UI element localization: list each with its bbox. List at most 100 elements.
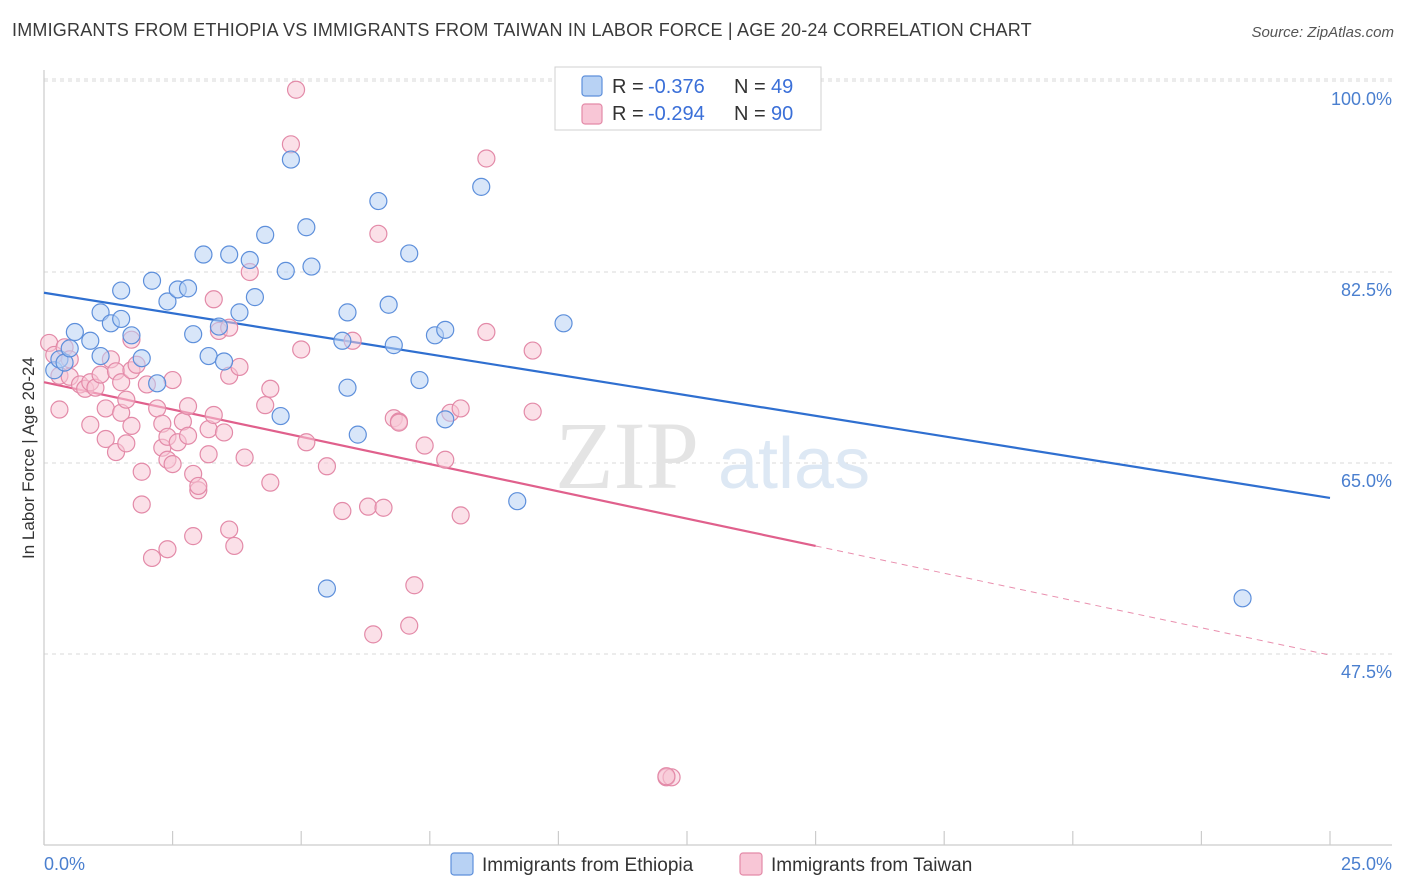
bottom-legend-swatch-taiwan — [739, 852, 763, 876]
point-taiwan — [256, 396, 275, 415]
point-taiwan — [163, 370, 182, 390]
point-ethiopia — [178, 279, 198, 298]
point-taiwan — [220, 520, 239, 539]
point-ethiopia — [220, 245, 239, 264]
point-ethiopia — [348, 425, 367, 444]
point-taiwan — [81, 415, 100, 434]
point-taiwan — [204, 405, 223, 425]
point-taiwan — [261, 379, 280, 398]
point-ethiopia — [148, 374, 167, 393]
point-taiwan — [317, 457, 337, 476]
legend-box: R = -0.376 N = 49 R = -0.294 N = 90 — [554, 66, 822, 131]
point-ethiopia — [60, 339, 79, 358]
point-ethiopia — [302, 257, 321, 276]
point-ethiopia — [338, 303, 357, 322]
point-taiwan — [178, 397, 198, 416]
legend-n-value-taiwan: 90 — [771, 103, 793, 125]
point-taiwan — [230, 357, 249, 377]
point-taiwan — [178, 426, 198, 445]
point-ethiopia — [436, 410, 455, 429]
bottom-legend-label-taiwan: Immigrants from Taiwan — [771, 855, 972, 876]
point-taiwan — [405, 576, 424, 595]
point-taiwan — [364, 625, 383, 644]
point-taiwan — [333, 501, 352, 521]
point-ethiopia — [209, 317, 228, 336]
y-tick-label: 82.5% — [1341, 280, 1392, 300]
legend-n-label-ethiopia: N = — [734, 76, 766, 98]
point-taiwan — [261, 473, 280, 492]
point-ethiopia — [91, 346, 110, 366]
point-taiwan — [117, 434, 136, 453]
x-tick-label-min: 0.0% — [44, 854, 85, 874]
x-tick-label-max: 25.0% — [1341, 854, 1392, 874]
point-taiwan — [199, 445, 218, 464]
point-ethiopia — [410, 370, 429, 390]
point-taiwan — [281, 135, 301, 154]
point-taiwan — [657, 767, 676, 786]
legend-r-label-ethiopia: R = — [612, 76, 644, 98]
point-taiwan — [50, 400, 69, 419]
point-ethiopia — [472, 177, 491, 196]
point-ethiopia — [271, 406, 290, 426]
point-ethiopia — [554, 314, 573, 333]
point-ethiopia — [142, 271, 162, 290]
point-taiwan — [158, 540, 177, 559]
point-ethiopia — [379, 295, 398, 314]
x-axis-ticks — [43, 831, 1331, 845]
point-taiwan — [369, 224, 388, 243]
point-ethiopia — [184, 325, 203, 344]
watermark-atlas: atlas — [718, 424, 870, 504]
point-ethiopia — [112, 281, 131, 300]
point-taiwan — [477, 149, 496, 168]
point-taiwan — [225, 536, 244, 556]
point-ethiopia — [65, 322, 84, 342]
y-tick-labels: 47.5% 65.0% 82.5% 100.0% — [1331, 89, 1392, 682]
point-ethiopia — [436, 320, 455, 339]
point-ethiopia — [132, 349, 151, 368]
point-ethiopia — [199, 346, 218, 366]
point-ethiopia — [400, 244, 419, 263]
point-ethiopia — [81, 331, 100, 350]
point-ethiopia — [384, 336, 403, 355]
series-ethiopia-points — [45, 150, 1252, 608]
point-taiwan — [523, 341, 542, 360]
point-taiwan — [112, 373, 131, 392]
point-taiwan — [122, 416, 141, 435]
point-ethiopia — [240, 250, 259, 270]
point-taiwan — [132, 495, 151, 514]
point-ethiopia — [230, 303, 249, 322]
point-ethiopia — [317, 579, 337, 598]
chart-source: Source: ZipAtlas.com — [1251, 24, 1394, 41]
point-ethiopia — [112, 309, 131, 329]
y-axis-title: In Labor Force | Age 20-24 — [19, 357, 38, 559]
point-taiwan — [297, 433, 316, 452]
trend-line-taiwan-extension — [815, 545, 1331, 656]
point-ethiopia — [194, 245, 213, 264]
trend-line-ethiopia — [43, 291, 1331, 500]
point-taiwan — [117, 390, 136, 409]
point-taiwan — [132, 462, 151, 481]
point-ethiopia — [338, 378, 357, 397]
point-taiwan — [91, 365, 110, 384]
y-tick-label: 65.0% — [1341, 471, 1392, 491]
point-taiwan — [358, 497, 378, 516]
y-tick-label: 100.0% — [1331, 89, 1392, 109]
bottom-legend-label-ethiopia: Immigrants from Ethiopia — [482, 855, 694, 876]
point-taiwan — [163, 454, 182, 474]
point-taiwan — [292, 340, 311, 359]
point-ethiopia — [281, 150, 301, 169]
point-taiwan — [451, 506, 470, 525]
point-taiwan — [96, 429, 115, 449]
point-taiwan — [142, 548, 162, 568]
point-ethiopia — [276, 261, 295, 281]
legend-r-label-taiwan: R = — [612, 103, 644, 125]
point-ethiopia — [297, 218, 316, 237]
point-taiwan — [400, 616, 419, 635]
legend-n-value-ethiopia: 49 — [771, 76, 793, 98]
legend-swatch-taiwan — [581, 103, 603, 125]
watermark-zip: ZIP — [555, 402, 699, 509]
legend-swatch-ethiopia — [581, 75, 603, 97]
point-taiwan — [235, 448, 254, 467]
point-taiwan — [436, 450, 455, 469]
legend-r-value-ethiopia: -0.376 — [648, 76, 705, 98]
